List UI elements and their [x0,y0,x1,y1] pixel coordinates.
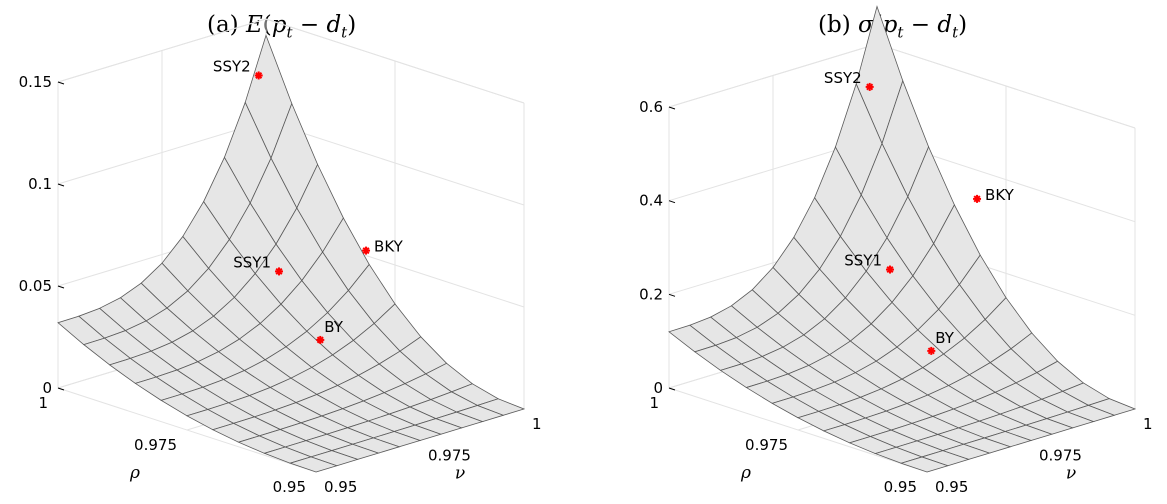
top-frame [57,18,267,83]
top-frame [668,43,878,108]
panel-a-title: (a) E(pt − dt) [207,12,357,42]
y-tick-label: 0.975 [134,436,177,454]
z-tick [668,387,676,391]
z-tick-label: 0.6 [639,98,663,116]
y-tick-label: 1 [649,394,659,412]
data-point-marker [275,267,283,276]
surface [668,5,1137,473]
marker-stroke [362,247,370,255]
data-point-marker [927,346,936,355]
data-point-label: BKY [985,186,1015,204]
data-point-marker [362,246,371,255]
y-tick-label: 0.95 [884,478,917,496]
axes: 0 0.05 0.1 0.15 0.95 0.975 1 0.95 0.975 1 ρ ν [19,73,542,496]
data-point-label: BY [935,329,954,347]
x-tick-label: 0.975 [428,447,471,465]
data-point-marker [865,82,874,91]
x-axis-label: ν [455,464,465,484]
z-tick-label: 0.05 [19,277,52,295]
top-frame [876,43,1136,129]
y-tick-label: 0.975 [745,436,788,454]
surface-patch [288,456,339,473]
data-point-label: SSY2 [824,69,862,87]
surface [57,34,526,473]
marker-stroke [255,71,263,79]
data-point-label: BY [324,318,343,336]
y-axis-label: ρ [129,463,140,483]
z-tick [668,293,676,297]
data-point-marker [254,71,263,80]
z-tick-label: 0.1 [28,175,52,193]
data-point-label: SSY1 [233,253,271,271]
top-frame [265,18,525,104]
z-tick [57,183,65,187]
marker-stroke [927,347,935,355]
data-point-label: SSY2 [213,57,251,75]
data-point-marker [316,335,325,344]
x-tick-label: 0.95 [324,478,357,496]
surface-patch [899,456,950,473]
model-points: SSY2 BKY SSY1 BY [824,69,1015,355]
z-tick-label: 0 [653,379,663,397]
x-tick-label: 0.975 [1039,447,1082,465]
z-tick-label: 0.4 [639,192,663,210]
marker-stroke [275,267,283,275]
data-point-label: SSY1 [844,252,882,270]
panel-a-surface-plot: 0 0.05 0.1 0.15 0.95 0.975 1 0.95 0.975 1 ρ ν SSY2 BK… [19,18,542,496]
x-tick-label: 1 [1143,415,1153,433]
panel-b-title: (b) σ(pt − dt) [818,12,968,42]
z-tick-label: 0.15 [19,73,52,91]
marker-stroke [316,336,324,344]
y-axis-label: ρ [740,463,751,483]
data-point-marker [973,194,982,203]
data-point-label: BKY [374,238,404,256]
marker-stroke [886,266,894,274]
z-tick [57,387,65,391]
model-points: SSY2 BKY SSY1 BY [213,57,404,344]
y-tick-label: 1 [38,394,48,412]
z-tick [57,285,65,289]
marker-stroke [866,83,874,91]
z-tick [57,81,65,85]
z-tick [668,106,676,110]
x-tick-label: 0.95 [935,478,968,496]
z-tick-label: 0.2 [639,285,663,303]
data-point-marker [886,265,894,274]
axes: 0 0.2 0.4 0.6 0.95 0.975 1 0.95 0.975 1 ρ ν [639,98,1152,496]
x-axis-label: ν [1066,464,1076,484]
marker-stroke [973,195,981,203]
z-tick [668,200,676,204]
y-tick-label: 0.95 [273,478,306,496]
x-tick-label: 1 [532,415,542,433]
z-tick-label: 0 [42,379,52,397]
